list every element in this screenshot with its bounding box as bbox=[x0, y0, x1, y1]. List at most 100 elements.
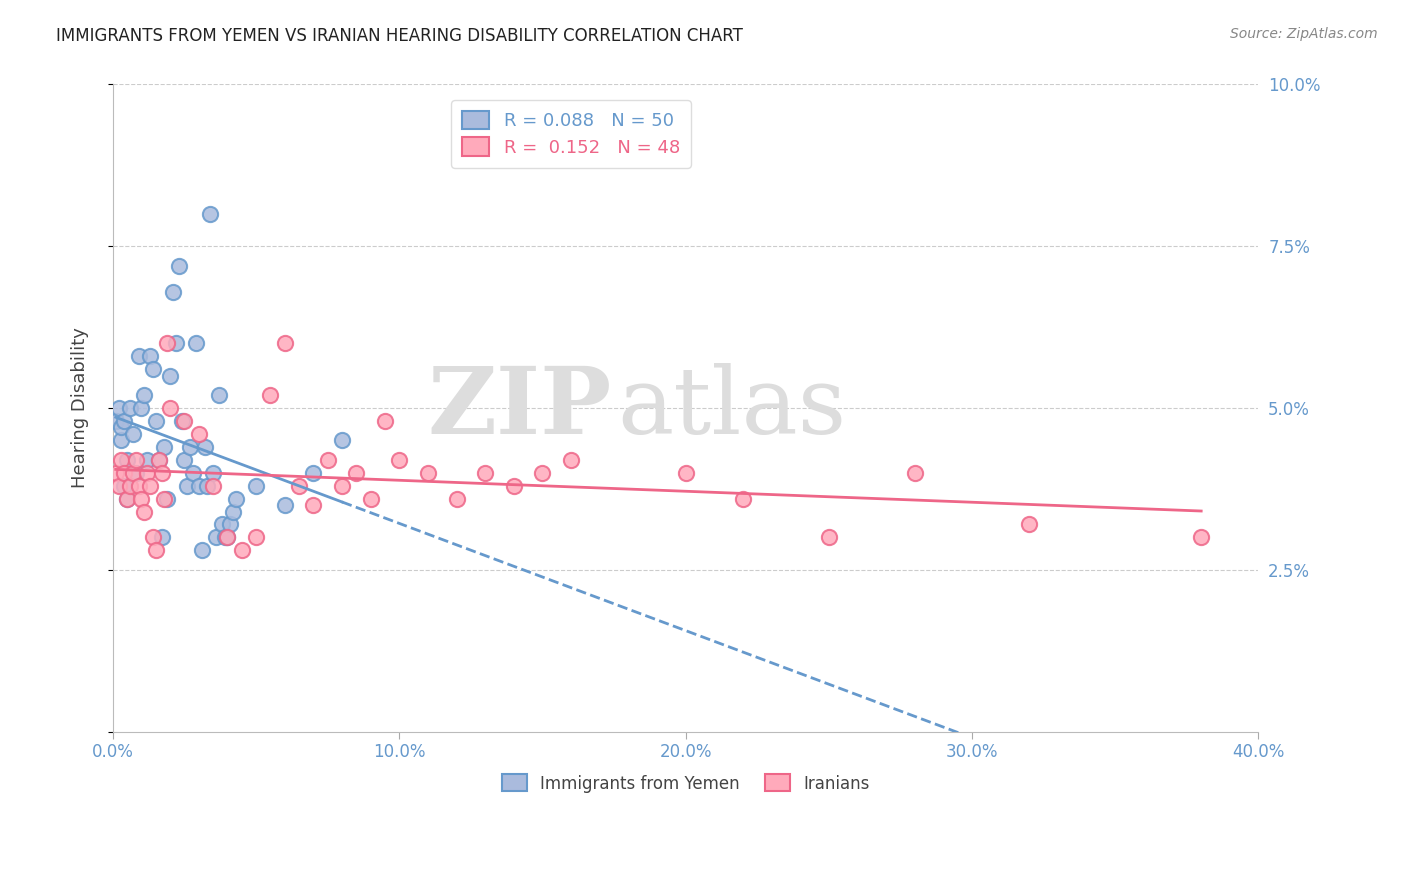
Point bbox=[211, 517, 233, 532]
Point bbox=[122, 426, 145, 441]
Point bbox=[150, 530, 173, 544]
Point bbox=[388, 452, 411, 467]
Legend: Immigrants from Yemen, Iranians: Immigrants from Yemen, Iranians bbox=[494, 766, 877, 801]
Point bbox=[302, 498, 325, 512]
Point bbox=[231, 543, 253, 558]
Point bbox=[187, 478, 209, 492]
Point bbox=[330, 478, 353, 492]
Point bbox=[217, 530, 239, 544]
Point bbox=[1189, 530, 1212, 544]
Point bbox=[118, 478, 141, 492]
Point bbox=[142, 362, 165, 376]
Point bbox=[145, 414, 167, 428]
Point bbox=[156, 336, 179, 351]
Point bbox=[273, 336, 295, 351]
Point bbox=[205, 530, 228, 544]
Point bbox=[104, 414, 127, 428]
Point bbox=[107, 401, 129, 415]
Point bbox=[115, 452, 138, 467]
Point bbox=[316, 452, 339, 467]
Point bbox=[145, 543, 167, 558]
Point bbox=[176, 478, 198, 492]
Point bbox=[560, 452, 582, 467]
Point bbox=[136, 466, 159, 480]
Point bbox=[288, 478, 311, 492]
Point bbox=[245, 478, 267, 492]
Point bbox=[502, 478, 524, 492]
Point bbox=[148, 452, 170, 467]
Point bbox=[110, 420, 132, 434]
Point bbox=[159, 368, 181, 383]
Point bbox=[173, 414, 195, 428]
Point bbox=[179, 440, 201, 454]
Point bbox=[110, 452, 132, 467]
Point bbox=[374, 414, 396, 428]
Point bbox=[112, 414, 135, 428]
Point bbox=[259, 388, 281, 402]
Point bbox=[128, 478, 150, 492]
Point bbox=[139, 349, 162, 363]
Point bbox=[134, 388, 156, 402]
Point bbox=[110, 434, 132, 448]
Point bbox=[173, 452, 195, 467]
Text: IMMIGRANTS FROM YEMEN VS IRANIAN HEARING DISABILITY CORRELATION CHART: IMMIGRANTS FROM YEMEN VS IRANIAN HEARING… bbox=[56, 27, 744, 45]
Text: Source: ZipAtlas.com: Source: ZipAtlas.com bbox=[1230, 27, 1378, 41]
Point bbox=[115, 491, 138, 506]
Point bbox=[112, 466, 135, 480]
Point bbox=[125, 452, 148, 467]
Point bbox=[217, 530, 239, 544]
Point bbox=[675, 466, 697, 480]
Point bbox=[416, 466, 439, 480]
Point bbox=[446, 491, 468, 506]
Point bbox=[181, 466, 204, 480]
Point bbox=[159, 401, 181, 415]
Point bbox=[153, 491, 176, 506]
Point bbox=[214, 530, 236, 544]
Point bbox=[360, 491, 382, 506]
Point bbox=[193, 440, 215, 454]
Point bbox=[167, 259, 190, 273]
Point bbox=[344, 466, 367, 480]
Point bbox=[1018, 517, 1040, 532]
Point bbox=[184, 336, 207, 351]
Point bbox=[156, 491, 179, 506]
Point bbox=[195, 478, 218, 492]
Point bbox=[104, 466, 127, 480]
Point bbox=[134, 504, 156, 518]
Point bbox=[142, 530, 165, 544]
Point bbox=[531, 466, 554, 480]
Point bbox=[165, 336, 187, 351]
Point bbox=[128, 349, 150, 363]
Point bbox=[731, 491, 754, 506]
Point bbox=[148, 452, 170, 467]
Point bbox=[170, 414, 193, 428]
Point bbox=[162, 285, 184, 299]
Point bbox=[208, 388, 231, 402]
Point bbox=[222, 504, 245, 518]
Point bbox=[118, 401, 141, 415]
Point bbox=[190, 543, 212, 558]
Point bbox=[153, 440, 176, 454]
Point bbox=[187, 426, 209, 441]
Point bbox=[107, 478, 129, 492]
Point bbox=[200, 207, 222, 221]
Point bbox=[818, 530, 841, 544]
Point bbox=[122, 466, 145, 480]
Point bbox=[112, 478, 135, 492]
Text: ZIP: ZIP bbox=[427, 363, 612, 453]
Point bbox=[474, 466, 496, 480]
Point bbox=[202, 478, 225, 492]
Point bbox=[125, 466, 148, 480]
Point bbox=[273, 498, 295, 512]
Point bbox=[131, 401, 153, 415]
Point bbox=[225, 491, 247, 506]
Point bbox=[245, 530, 267, 544]
Point bbox=[139, 478, 162, 492]
Point bbox=[115, 491, 138, 506]
Point bbox=[904, 466, 927, 480]
Point bbox=[202, 466, 225, 480]
Point bbox=[131, 491, 153, 506]
Point bbox=[150, 466, 173, 480]
Text: atlas: atlas bbox=[617, 363, 846, 453]
Point bbox=[330, 434, 353, 448]
